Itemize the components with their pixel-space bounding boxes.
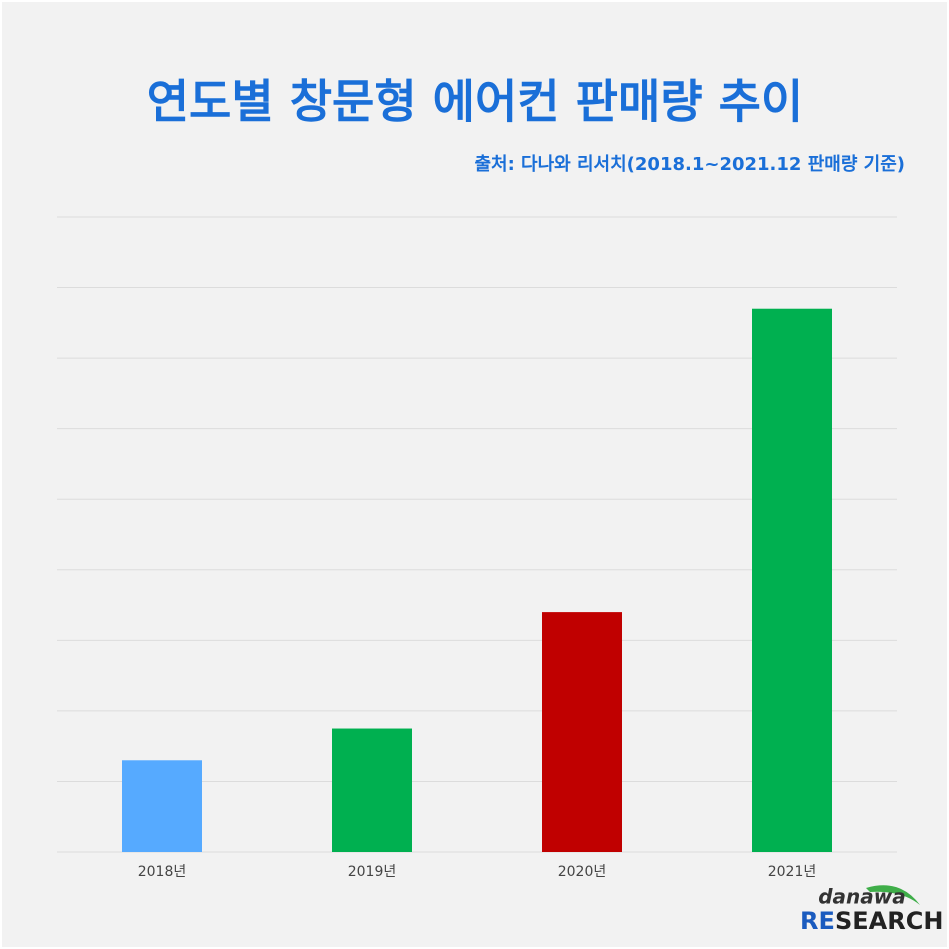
logo-swoosh xyxy=(866,885,920,905)
bar xyxy=(332,728,412,852)
logo-accent: RE xyxy=(800,907,835,935)
logo: danawa RE SEARCH xyxy=(800,885,943,936)
logo-top: danawa xyxy=(818,885,906,909)
x-tick-label: 2021년 xyxy=(768,864,817,880)
logo-rest: SEARCH xyxy=(835,907,943,935)
chart-title: 연도별 창문형 에어컨 판매량 추이 xyxy=(147,75,804,129)
bar xyxy=(122,760,202,852)
bar xyxy=(752,308,832,852)
chart-subtitle: 출처: 다나와 리서치(2018.1~2021.12 판매량 기준) xyxy=(474,154,905,175)
x-tick-label: 2020년 xyxy=(558,864,607,880)
x-tick-label: 2019년 xyxy=(348,864,397,880)
bar xyxy=(542,612,622,852)
x-tick-label: 2018년 xyxy=(138,864,187,880)
